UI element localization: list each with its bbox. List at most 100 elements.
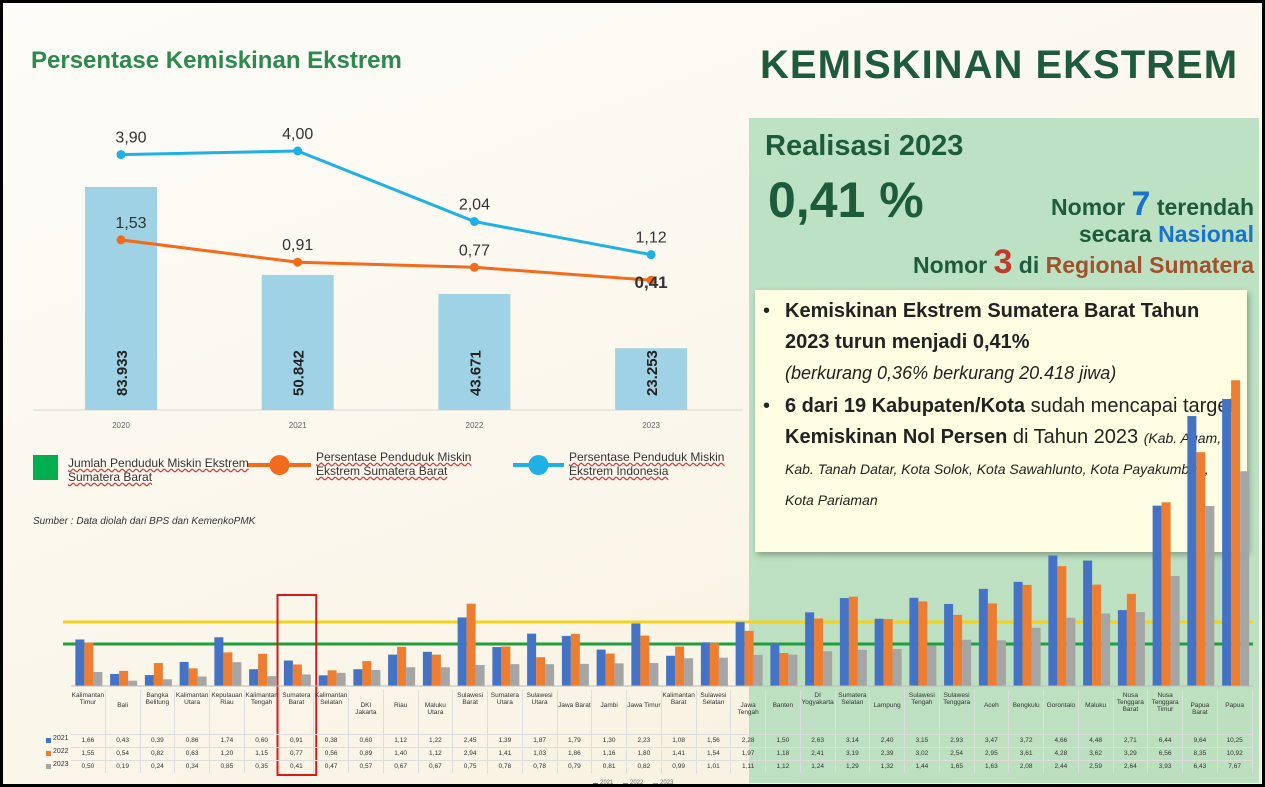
cell-value: 1,08 (661, 734, 697, 747)
cell-value: 1,55 (71, 747, 106, 760)
point (116, 235, 126, 245)
bar (84, 642, 94, 686)
bar (422, 651, 432, 686)
legend-swatch (33, 455, 58, 480)
bar (823, 651, 833, 686)
text: (berkurang 0,36% berkurang 20.418 jiwa) (785, 363, 1117, 383)
cell-value: 1,29 (835, 760, 871, 773)
row-swatch (46, 751, 51, 756)
cell-value: 0,67 (418, 760, 454, 773)
x-tick-label: 2020 (112, 421, 130, 430)
bar (779, 652, 789, 686)
cell-value: 1,12 (383, 734, 419, 747)
cell-value: 1,32 (870, 760, 905, 773)
point-label: 1,12 (636, 230, 667, 247)
rank: 7 (1131, 185, 1151, 223)
cell-value: 1,12 (766, 760, 801, 773)
cell-value: 1,40 (383, 747, 419, 760)
bar (596, 649, 606, 686)
bar (440, 667, 450, 686)
cell-value: 0,39 (140, 734, 176, 747)
column-header: Nusa Tenggara Barat (1114, 690, 1149, 734)
bar (962, 639, 972, 686)
bar (232, 662, 242, 686)
cell-value: 2,41 (800, 747, 836, 760)
cell-value: 1,97 (731, 747, 766, 760)
bar (883, 619, 893, 686)
bar (631, 623, 641, 686)
cell-value: 0,19 (105, 760, 141, 773)
bar (128, 680, 138, 686)
bar (684, 658, 694, 686)
cell-value: 2,28 (731, 734, 766, 747)
column-header: Kalimantan Tengah (245, 690, 280, 734)
cell-value: 3,14 (835, 734, 871, 747)
cell-value: 2,45 (453, 734, 488, 747)
bar (1205, 505, 1215, 686)
column-header: Riau (384, 690, 419, 734)
column-header: Kalimantan Selatan (314, 690, 349, 734)
bar (788, 654, 798, 686)
column-header: Lampung (870, 690, 905, 734)
title: Persentase Kemiskinan Ekstrem (31, 47, 402, 74)
row-swatch (46, 764, 51, 769)
text: Nomor (1051, 194, 1132, 220)
bullet: • 6 dari 19 Kabupaten/Kota sudah mencapai… (763, 391, 1237, 515)
bar (1066, 617, 1076, 686)
cell-value: 2,23 (627, 734, 662, 747)
cell-value: 1,79 (557, 734, 593, 747)
bar (666, 655, 676, 686)
cell-value: 3,61 (1009, 747, 1044, 760)
column-header: Jawa Tengah (731, 690, 766, 734)
cell-value: 0,60 (244, 734, 280, 747)
cell-value: 1,66 (71, 734, 106, 747)
cell-value: 1,41 (661, 747, 697, 760)
column-header: DI Yogyakarta (801, 690, 836, 734)
bar (1170, 575, 1180, 686)
bar (1022, 584, 1032, 686)
cell-value: 6,56 (1148, 747, 1183, 760)
cell-value: 1,74 (210, 734, 245, 747)
text: (Kab. Agam, Kab. Tanah Datar, Kota Solok… (785, 430, 1222, 508)
row-label: 2021 (53, 735, 69, 742)
cell-value: 0,86 (175, 734, 210, 747)
cell-value: 1,56 (696, 734, 732, 747)
cell-value: 1,44 (905, 760, 940, 773)
cell-value: 1,24 (800, 760, 836, 773)
text: Nasional (1158, 221, 1254, 247)
bar (640, 635, 650, 686)
bar (258, 653, 268, 686)
column-header: Sulawesi Tenggara (940, 690, 975, 734)
bar (614, 663, 624, 686)
cell-value: 1,87 (522, 734, 558, 747)
cell-value: 0,82 (140, 747, 176, 760)
column-header: Sulawesi Utara (523, 690, 558, 734)
row-swatch (46, 738, 51, 743)
text: di Tahun 2023 (1007, 426, 1144, 448)
legend-swatch (653, 783, 658, 784)
bar (753, 654, 763, 686)
bar (93, 672, 103, 686)
x-tick-label: 2023 (642, 421, 660, 430)
rank-national-2: secara Nasional (1079, 221, 1254, 248)
column-header: Sulawesi Selatan (697, 690, 732, 734)
cell-value: 3,02 (905, 747, 940, 760)
cell-value: 0,24 (140, 760, 176, 773)
bar (501, 646, 511, 686)
cell-value: 2,59 (1078, 760, 1114, 773)
bar (927, 645, 937, 686)
column-header: Kalimantan Timur (71, 690, 106, 734)
bar (179, 661, 189, 686)
point (116, 150, 126, 160)
bar (944, 603, 954, 686)
cell-value: 2,39 (870, 747, 905, 760)
bar (75, 639, 85, 686)
bullet-dot: • (763, 395, 771, 417)
cell-value: 0,63 (175, 747, 210, 760)
bar (1187, 416, 1197, 686)
legend-label: Persentase Penduduk Miskin Ekstrem Sumat… (316, 450, 472, 478)
bar (770, 644, 780, 686)
bar (336, 672, 346, 686)
bar (457, 617, 467, 686)
